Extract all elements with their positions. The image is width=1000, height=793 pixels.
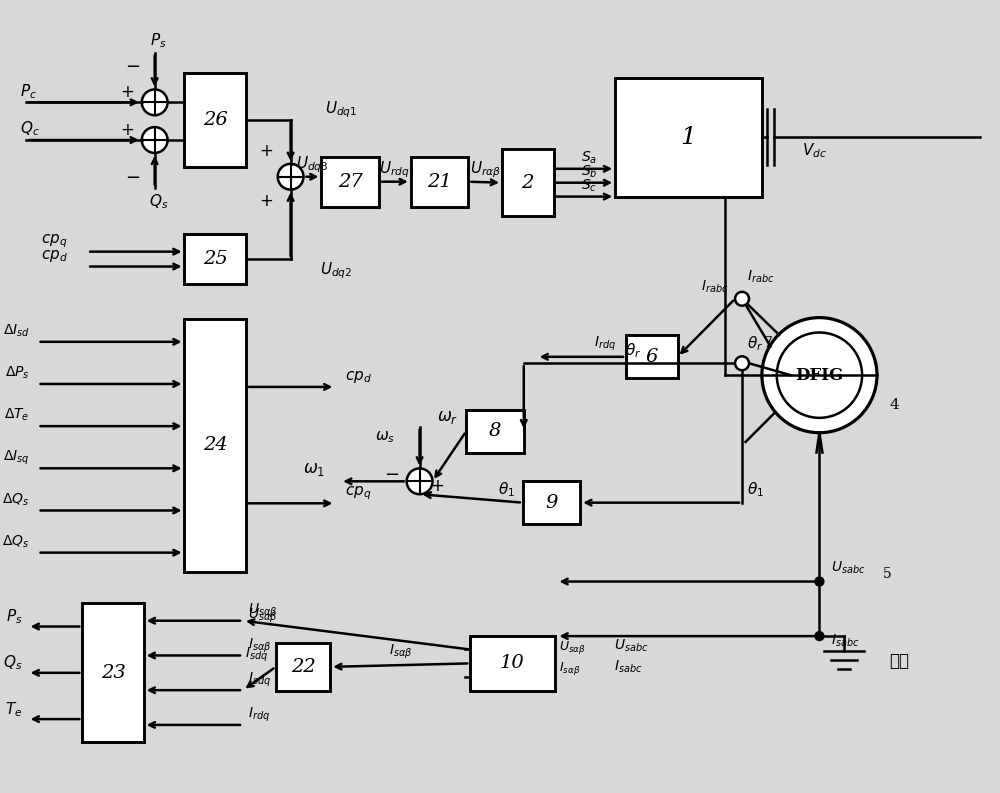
Text: $U_{rdq}$: $U_{rdq}$ [379, 159, 410, 180]
Text: $+$: $+$ [120, 121, 134, 139]
Text: $\Delta I_{sd}$: $\Delta I_{sd}$ [3, 323, 30, 339]
Circle shape [142, 127, 168, 153]
Text: $\theta_1$: $\theta_1$ [747, 481, 764, 499]
Text: $\Delta Q_s$: $\Delta Q_s$ [2, 492, 30, 508]
Text: $U_{s\alpha\beta}$: $U_{s\alpha\beta}$ [559, 639, 586, 656]
Text: $-$: $-$ [125, 167, 140, 185]
Text: $U_{s\alpha\beta}$: $U_{s\alpha\beta}$ [248, 602, 277, 620]
Text: $I_{sabc}$: $I_{sabc}$ [614, 658, 643, 675]
Text: $\omega_1$: $\omega_1$ [303, 461, 325, 478]
Text: $Q_c$: $Q_c$ [20, 120, 39, 139]
Bar [411, 157, 468, 206]
Text: 4: 4 [890, 398, 900, 412]
Bar [184, 319, 246, 572]
Text: 7: 7 [764, 336, 773, 351]
Text: $+$: $+$ [120, 84, 134, 101]
Text: $I_{sdq}$: $I_{sdq}$ [245, 646, 268, 664]
Text: 6: 6 [646, 348, 658, 366]
Text: $+$: $+$ [259, 144, 273, 160]
Text: DFIG: DFIG [795, 366, 844, 384]
Text: $U_{dq1}$: $U_{dq1}$ [325, 99, 358, 120]
Text: 2: 2 [522, 174, 534, 192]
Text: 25: 25 [203, 250, 228, 268]
Circle shape [142, 90, 168, 115]
Text: $U_{dq3}$: $U_{dq3}$ [296, 155, 329, 175]
Text: $S_c$: $S_c$ [581, 178, 597, 193]
Text: $I_{s\alpha\beta}$: $I_{s\alpha\beta}$ [389, 642, 412, 661]
Text: 10: 10 [500, 654, 525, 672]
Text: $Q_s$: $Q_s$ [149, 192, 168, 211]
Text: $cp_d$: $cp_d$ [345, 369, 372, 385]
Circle shape [407, 469, 432, 494]
Text: 21: 21 [427, 173, 452, 190]
Bar [184, 73, 246, 167]
Text: $P_s$: $P_s$ [6, 607, 23, 626]
Text: $I_{sdq}$: $I_{sdq}$ [248, 671, 271, 689]
Text: $U_{sabc}$: $U_{sabc}$ [831, 559, 866, 576]
Text: $\theta_r$: $\theta_r$ [625, 341, 641, 360]
Circle shape [762, 318, 877, 433]
Text: $I_{rabc}$: $I_{rabc}$ [701, 278, 728, 295]
Circle shape [777, 332, 862, 418]
Bar [626, 335, 678, 378]
Text: $S_b$: $S_b$ [581, 163, 598, 180]
Text: $I_{rabc}$: $I_{rabc}$ [747, 269, 774, 285]
Text: 电网: 电网 [889, 652, 909, 670]
Text: $U_{sabc}$: $U_{sabc}$ [614, 638, 649, 653]
Text: $\Delta Q_s$: $\Delta Q_s$ [2, 534, 30, 550]
Text: 5: 5 [883, 567, 891, 580]
Circle shape [278, 164, 304, 190]
Bar [466, 410, 524, 453]
Circle shape [815, 632, 824, 641]
Circle shape [735, 292, 749, 306]
Text: $cp_q$: $cp_q$ [41, 232, 67, 250]
Text: 8: 8 [489, 422, 501, 440]
Text: $Q_s$: $Q_s$ [3, 653, 23, 672]
Bar [523, 481, 580, 524]
Text: $P_c$: $P_c$ [20, 82, 37, 101]
Bar [502, 149, 554, 216]
Text: 27: 27 [338, 173, 363, 190]
Text: $V_{dc}$: $V_{dc}$ [802, 142, 826, 160]
Text: $cp_q$: $cp_q$ [345, 485, 372, 502]
Text: $I_{rdq}$: $I_{rdq}$ [248, 706, 270, 724]
Text: $U_{r\alpha\beta}$: $U_{r\alpha\beta}$ [470, 159, 501, 180]
Text: 9: 9 [545, 494, 558, 511]
Text: $\theta_r$: $\theta_r$ [747, 334, 763, 353]
Text: $I_{rdq}$: $I_{rdq}$ [594, 335, 616, 353]
Bar [470, 636, 555, 691]
Text: $T_e$: $T_e$ [5, 700, 23, 718]
Text: $P_s$: $P_s$ [150, 32, 167, 50]
Bar [615, 78, 762, 197]
Text: 22: 22 [291, 658, 315, 676]
Text: $\Delta P_s$: $\Delta P_s$ [5, 365, 30, 381]
Text: $+$: $+$ [430, 478, 445, 495]
Text: $+$: $+$ [259, 193, 273, 210]
Text: $\omega_r$: $\omega_r$ [437, 409, 459, 426]
Text: $I_{s\alpha\beta}$: $I_{s\alpha\beta}$ [248, 636, 271, 655]
Text: 1: 1 [681, 125, 696, 148]
Text: $I_{s\alpha\beta}$: $I_{s\alpha\beta}$ [559, 660, 581, 677]
Text: $-$: $-$ [384, 465, 399, 482]
Text: 24: 24 [203, 436, 228, 454]
Bar [276, 643, 330, 691]
Text: $\theta_1$: $\theta_1$ [498, 481, 515, 499]
Circle shape [815, 577, 824, 586]
Text: $S_a$: $S_a$ [581, 150, 597, 166]
Text: $-$: $-$ [125, 56, 140, 74]
Text: 23: 23 [101, 664, 125, 682]
Circle shape [735, 356, 749, 370]
Bar [82, 603, 144, 742]
Text: $\omega_s$: $\omega_s$ [375, 429, 395, 445]
Bar [184, 234, 246, 284]
Text: $cp_d$: $cp_d$ [41, 247, 67, 263]
Text: $I_{sabc}$: $I_{sabc}$ [831, 633, 860, 649]
Text: $U_{dq2}$: $U_{dq2}$ [320, 261, 353, 282]
Text: $\Delta T_e$: $\Delta T_e$ [4, 407, 30, 423]
Text: $\Delta I_{sq}$: $\Delta I_{sq}$ [3, 448, 30, 466]
Bar [321, 157, 379, 206]
Text: $U_{s\alpha\beta}$: $U_{s\alpha\beta}$ [248, 607, 277, 625]
Text: 26: 26 [203, 111, 228, 128]
